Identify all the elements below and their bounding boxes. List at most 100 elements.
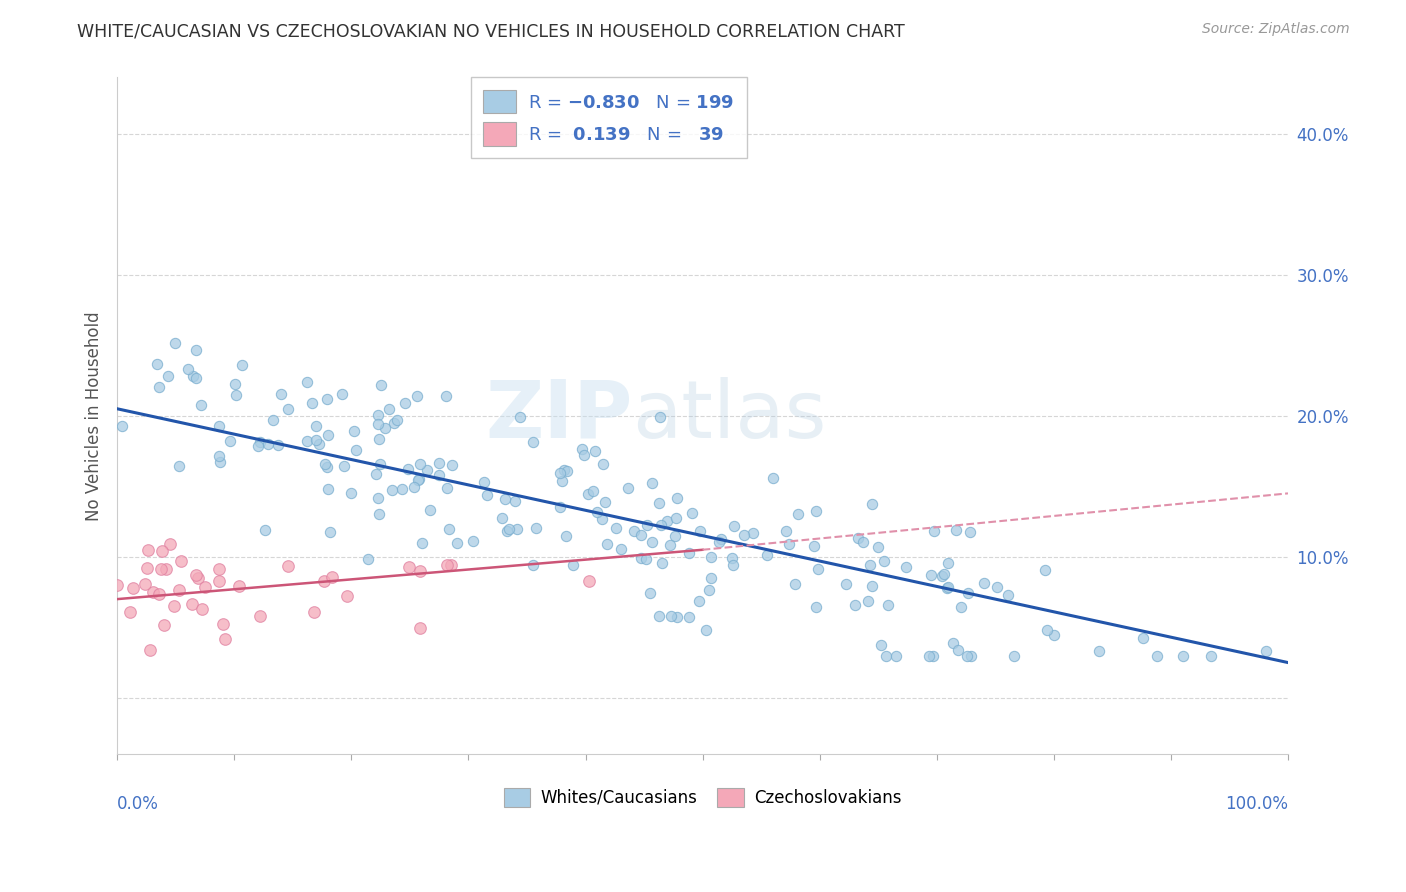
Point [440,558,463,573]
Point [775,524,797,538]
Point [446,536,468,550]
Point [638,586,661,600]
Point [163,599,186,614]
Point [695,623,717,637]
Point [666,491,689,505]
Point [419,503,441,517]
Point [562,558,585,572]
Point [368,507,391,521]
Point [208,450,231,464]
Point [253,523,276,537]
Point [381,483,404,497]
Point [247,440,270,454]
Point [934,566,956,581]
Point [522,558,544,572]
Point [167,459,190,474]
Point [571,442,593,456]
Point [367,417,389,431]
Point [666,609,689,624]
Point [659,538,682,552]
Text: 100.0%: 100.0% [1225,795,1288,813]
Point [406,474,429,488]
Point [856,594,879,608]
Point [756,548,779,562]
Point [596,537,619,551]
Point [875,648,897,663]
Point [398,560,420,574]
Point [219,434,242,449]
Point [208,562,231,576]
Point [169,583,191,598]
Point [884,648,907,663]
Point [498,522,520,536]
Point [860,497,883,511]
Point [524,521,547,535]
Point [319,524,342,539]
Point [277,402,299,417]
Point [610,542,633,557]
Point [139,642,162,657]
Point [277,558,299,573]
Point [439,522,461,536]
Point [605,521,627,535]
Point [146,357,169,371]
Point [862,579,884,593]
Point [678,610,700,624]
Point [120,605,142,619]
Point [655,514,678,528]
Point [316,427,339,442]
Point [190,398,212,412]
Point [1087,643,1109,657]
Point [270,387,292,401]
Point [522,435,544,450]
Point [148,586,170,600]
Point [997,588,1019,602]
Text: Source: ZipAtlas.com: Source: ZipAtlas.com [1202,22,1350,37]
Point [344,442,367,457]
Point [148,380,170,394]
Point [634,552,657,566]
Point [710,532,733,546]
Point [804,503,827,517]
Point [1043,628,1066,642]
Point [316,392,339,406]
Point [1002,648,1025,663]
Point [803,539,825,553]
Point [700,571,723,585]
Point [170,553,193,567]
Point [922,524,945,538]
Point [121,581,143,595]
Point [378,402,401,417]
Point [948,643,970,657]
Point [336,589,359,603]
Point [142,585,165,599]
Point [409,458,432,472]
Point [852,535,875,549]
Point [945,523,967,537]
Text: WHITE/CAUCASIAN VS CZECHOSLOVAKIAN NO VEHICLES IN HOUSEHOLD CORRELATION CHART: WHITE/CAUCASIAN VS CZECHOSLOVAKIAN NO VE… [77,22,905,40]
Point [572,449,595,463]
Point [873,553,896,567]
Point [262,413,284,427]
Point [550,467,572,481]
Point [434,389,457,403]
Text: 0.0%: 0.0% [117,795,159,813]
Point [184,371,207,385]
Point [491,511,513,525]
Point [785,577,807,591]
Point [960,648,983,663]
Point [136,561,159,575]
Point [150,562,173,576]
Point [586,505,609,519]
Point [630,550,652,565]
Point [664,529,686,543]
Point [636,518,658,533]
Point [938,556,960,570]
Point [224,377,246,392]
Point [591,512,613,526]
Point [870,638,893,652]
Point [804,600,827,615]
Point [956,586,979,600]
Point [187,571,209,585]
Point [302,605,325,619]
